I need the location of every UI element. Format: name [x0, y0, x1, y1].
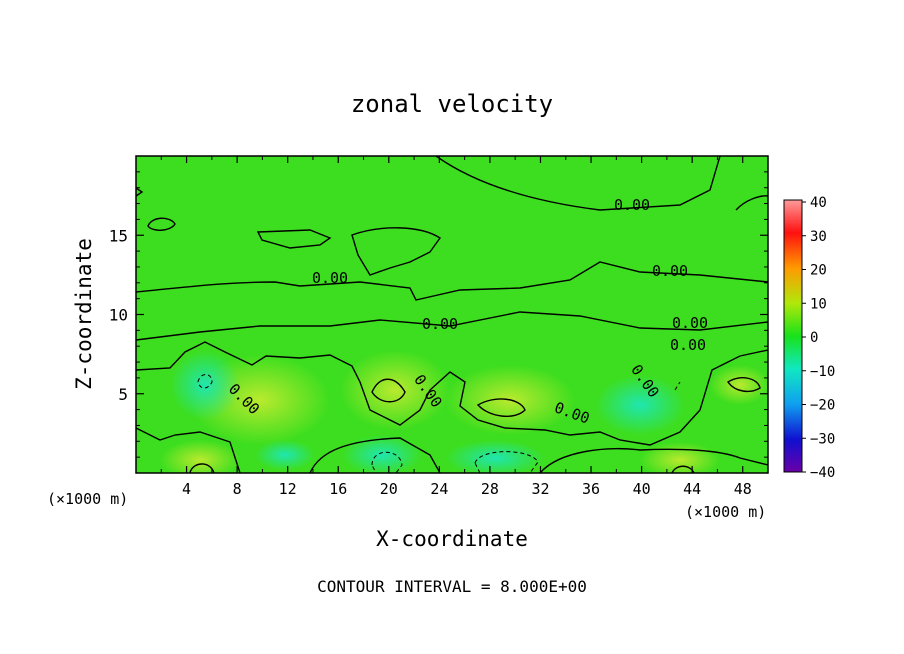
contour-line [147, 217, 176, 231]
positive-region [160, 440, 240, 473]
colorbar-tick-label: 40 [810, 195, 827, 211]
positive-region [710, 365, 768, 405]
negative-region [595, 375, 685, 435]
contour-label: 0.00 [672, 314, 708, 332]
x-tick-label: 36 [582, 480, 600, 498]
contour-label: 0.00 [670, 336, 706, 354]
x-tick-label: 4 [182, 480, 191, 498]
colorbar-tick-label: 20 [810, 263, 827, 279]
contour-line [476, 398, 526, 417]
x-tick-label: 8 [233, 480, 242, 498]
x-tick-label: 24 [430, 480, 448, 498]
contour-line [256, 229, 332, 249]
contour-line [435, 156, 721, 211]
y-tick-label: 15 [109, 226, 128, 245]
contour-line-negative [197, 374, 213, 389]
colorbar-ticks: 40 30 20 10 0 −10 −20 −30 −40 [802, 195, 835, 481]
contour-line [371, 378, 406, 403]
negative-region [445, 440, 545, 473]
contour-line [136, 341, 768, 446]
y-tick-label: 5 [118, 385, 128, 404]
colorbar-tick-label: −40 [810, 465, 835, 481]
x-tick-label: 28 [481, 480, 499, 498]
x-tick-label: 20 [380, 480, 398, 498]
x-tick-label: 32 [531, 480, 549, 498]
x-tick-label: 40 [633, 480, 651, 498]
contour-line [539, 447, 768, 473]
negative-region [255, 440, 315, 470]
x-axis-label: X-coordinate [376, 527, 528, 551]
x-tick-label: 44 [683, 480, 701, 498]
x-tick-label: 16 [329, 480, 347, 498]
contour-line [735, 195, 768, 211]
contour-label: 0.00 [422, 315, 458, 333]
negative-region [342, 435, 422, 473]
zero-contours [136, 156, 768, 473]
contour-line [727, 377, 761, 393]
contour-label: 0.00 [614, 196, 650, 214]
contour-line-negative [674, 381, 681, 391]
x-tick-label: 48 [734, 480, 752, 498]
contour-line [136, 261, 768, 301]
contour-label: 0.00 [312, 269, 348, 287]
colorbar-tick-label: 0 [810, 330, 818, 346]
y-axis-label: Z-coordinate [72, 238, 96, 390]
contour-interval-note: CONTOUR INTERVAL = 8.000E+00 [317, 577, 587, 596]
colorbar-tick-label: −20 [810, 398, 835, 414]
negative-contours [197, 374, 681, 473]
chart-title: zonal velocity [351, 90, 553, 118]
positive-region [340, 350, 450, 430]
x-unit-left: (×1000 m) [47, 490, 128, 508]
contour-line [189, 463, 215, 473]
contour-field: 0.000.000.000.000.000.000.00 0.000.000.00 [136, 156, 768, 473]
colorbar-tick-label: 30 [810, 229, 827, 245]
colorbar-tick-label: 10 [810, 296, 827, 312]
colorbar-tick-label: −10 [810, 364, 835, 380]
x-ticks: 4 8 12 16 20 24 28 32 36 40 44 48 [160, 156, 752, 498]
contour-line [136, 187, 144, 197]
colorbar-tick-label: −30 [810, 431, 835, 447]
contour-line [309, 437, 441, 473]
contour-line [351, 227, 441, 276]
contour-label: 0.00 [652, 262, 688, 280]
x-tick-label: 12 [279, 480, 297, 498]
contour-line [136, 311, 768, 341]
y-tick-label: 10 [109, 306, 128, 325]
contour-line-negative [474, 451, 539, 473]
contour-line [136, 427, 241, 473]
y-ticks: 5 10 15 [109, 171, 768, 458]
x-unit-right: (×1000 m) [685, 503, 766, 521]
colorbar [783, 199, 803, 473]
negative-region [170, 350, 240, 420]
contour-line-negative [371, 451, 403, 473]
